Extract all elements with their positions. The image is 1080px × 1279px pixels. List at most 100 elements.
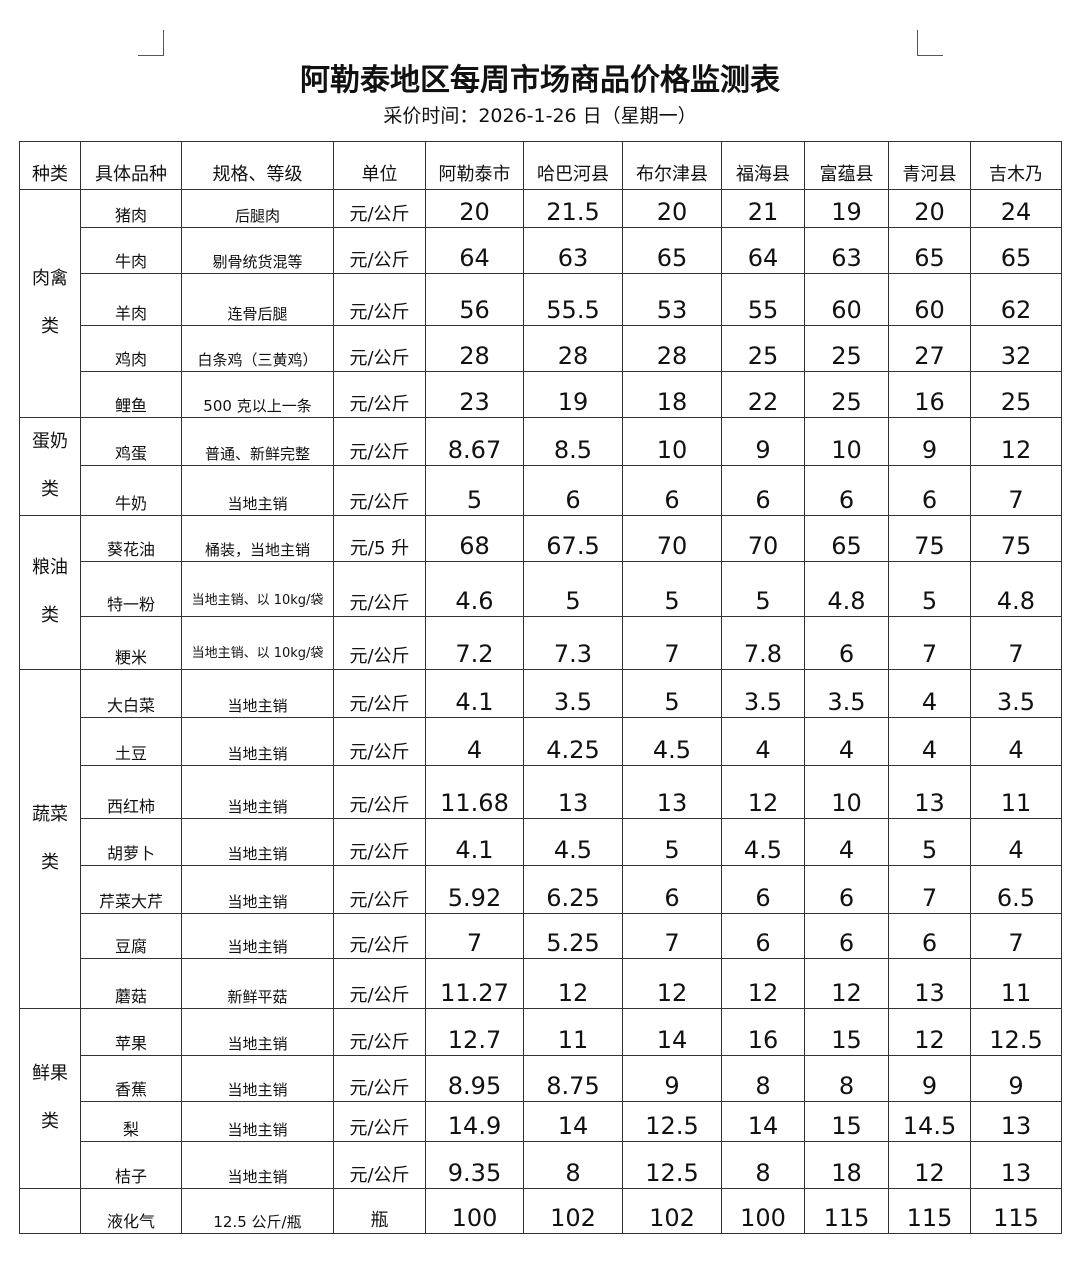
item-unit: 元/公斤: [333, 273, 426, 326]
category-label: 类: [41, 1111, 59, 1132]
price-cell: 5: [888, 561, 971, 617]
price-cell: 5: [622, 669, 722, 718]
price-cell: 3.5: [970, 669, 1062, 718]
column-header: 阿勒泰市: [425, 141, 524, 190]
item-unit: 元/公斤: [333, 416, 426, 467]
price-cell: 100: [721, 1188, 805, 1234]
price-cell: 102: [622, 1188, 722, 1234]
item-name: 羊肉: [80, 273, 182, 326]
price-cell: 100: [425, 1188, 524, 1234]
item-spec: 普通、新鲜完整: [181, 416, 334, 467]
price-cell: 70: [721, 515, 805, 562]
item-unit: 元/公斤: [333, 189, 426, 228]
item-name: 胡萝卜: [80, 818, 182, 866]
price-cell: 12: [888, 1008, 971, 1056]
price-cell: 63: [804, 227, 889, 274]
page-title: 阿勒泰地区每周市场商品价格监测表: [300, 63, 780, 98]
price-cell: 8: [721, 1055, 805, 1102]
price-cell: 5.92: [425, 865, 524, 914]
category-label: 鲜果: [32, 1063, 68, 1084]
price-cell: 12: [622, 958, 722, 1009]
price-cell: 6: [721, 465, 805, 516]
item-spec: 当地主销、以 10kg/袋: [181, 616, 334, 670]
price-cell: 11.68: [425, 765, 524, 819]
price-cell: 5.25: [523, 913, 623, 959]
price-cell: 8.75: [523, 1055, 623, 1102]
price-cell: 9: [888, 416, 971, 467]
column-header: 吉木乃: [970, 141, 1062, 190]
price-cell: 21: [721, 189, 805, 228]
price-cell: 12: [970, 416, 1062, 467]
price-cell: 9: [622, 1055, 722, 1102]
item-spec: 当地主销: [181, 818, 334, 866]
category-cell: 蛋奶类: [19, 417, 81, 516]
price-cell: 19: [804, 189, 889, 228]
table-row: 粮油类葵花油 桶装，当地主销 元/5 升 68 67.5 70 70 65 75 75: [19, 515, 1062, 670]
item-spec: 当地主销: [181, 1055, 334, 1102]
price-cell: 4: [970, 818, 1062, 866]
price-cell: 6.5: [970, 865, 1062, 914]
price-cell: 12: [523, 958, 623, 1009]
price-cell: 53: [622, 273, 722, 326]
price-cell: 6: [622, 865, 722, 914]
price-cell: 70: [622, 515, 722, 562]
price-cell: 11.27: [425, 958, 524, 1009]
category-label: 类: [41, 316, 59, 337]
price-cell: 6: [721, 865, 805, 914]
table-row: 粳米 当地主销、以 10kg/袋 元/公斤 7.2 7.3 7 7.8 6 7 7: [20, 616, 1062, 670]
price-cell: 8: [804, 1055, 889, 1102]
price-cell: 13: [888, 765, 971, 819]
table-row: 胡萝卜 当地主销 元/公斤 4.1 4.5 5 4.5 4 5 4: [20, 818, 1062, 866]
price-cell: 11: [970, 958, 1062, 1009]
price-table: 种类 具体品种 规格、等级 单位 阿勒泰市 哈巴河县 布尔津县 福海县 富蕴县 青河县 吉木乃 肉禽…: [19, 141, 1062, 1234]
price-cell: 75: [888, 515, 971, 562]
price-cell: 13: [622, 765, 722, 819]
price-cell: 5: [622, 561, 722, 617]
price-cell: 7: [888, 865, 971, 914]
price-cell: 28: [622, 325, 722, 372]
price-cell: 14.5: [888, 1101, 971, 1142]
item-name: 鸡蛋: [80, 416, 182, 467]
item-name: 鲤鱼: [80, 371, 182, 418]
table-row: 鲜果类苹果 当地主销 元/公斤 12.7 11 14 16 15 12 12.5: [19, 1008, 1062, 1189]
price-cell: 6: [804, 616, 889, 670]
item-unit: 元/5 升: [333, 515, 426, 562]
price-cell: 15: [804, 1101, 889, 1142]
item-unit: 元/公斤: [333, 1055, 426, 1102]
price-cell: 6: [804, 465, 889, 516]
price-cell: 16: [721, 1008, 805, 1056]
price-cell: 14: [523, 1101, 623, 1142]
item-unit: 元/公斤: [333, 818, 426, 866]
table-row: 蛋奶类鸡蛋 普通、新鲜完整 元/公斤 8.67 8.5 10 9 10 9 12: [19, 416, 1062, 516]
price-cell: 19: [523, 371, 623, 418]
item-unit: 元/公斤: [333, 1101, 426, 1142]
price-cell: 4: [888, 717, 971, 766]
column-header: 规格、等级: [181, 141, 334, 190]
item-spec: 白条鸡（三黄鸡）: [181, 325, 334, 372]
item-unit: 元/公斤: [333, 616, 426, 670]
item-spec: 连骨后腿: [181, 273, 334, 326]
table-row: 蘑菇 新鲜平菇 元/公斤 11.27 12 12 12 12 13 11: [20, 958, 1062, 1009]
item-unit: 元/公斤: [333, 765, 426, 819]
price-cell: 6: [804, 913, 889, 959]
price-cell: 3.5: [523, 669, 623, 718]
item-name: 液化气: [80, 1188, 182, 1234]
item-unit: 元/公斤: [333, 958, 426, 1009]
item-spec: 剔骨统货混等: [181, 227, 334, 274]
price-cell: 8: [721, 1141, 805, 1189]
item-spec: 当地主销: [181, 865, 334, 914]
price-cell: 10: [804, 765, 889, 819]
category-cell: 肉禽类: [19, 189, 81, 418]
item-name: 牛奶: [80, 465, 182, 516]
price-cell: 115: [970, 1188, 1062, 1234]
table-row: 特一粉 当地主销、以 10kg/袋 元/公斤 4.6 5 5 5 4.8 5 4.8: [20, 561, 1062, 617]
price-cell: 25: [970, 371, 1062, 418]
price-cell: 63: [523, 227, 623, 274]
price-cell: 65: [622, 227, 722, 274]
item-name: 葵花油: [80, 515, 182, 562]
category-cell: 粮油类: [19, 515, 81, 670]
price-cell: 14: [721, 1101, 805, 1142]
price-cell: 6: [888, 465, 971, 516]
item-spec: 新鲜平菇: [181, 958, 334, 1009]
price-cell: 4.25: [523, 717, 623, 766]
